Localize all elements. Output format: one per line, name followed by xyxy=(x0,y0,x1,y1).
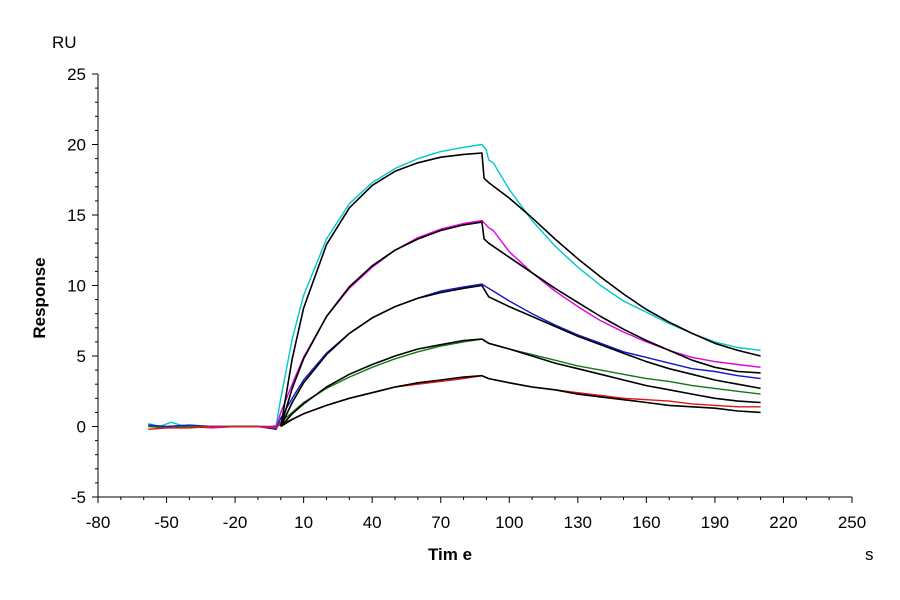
x-tick-label: 130 xyxy=(564,513,592,532)
x-tick-label: 220 xyxy=(769,513,797,532)
measured-curve xyxy=(148,375,761,430)
x-tick-label: 40 xyxy=(363,513,382,532)
y-tick-label: 0 xyxy=(77,418,86,437)
y-tick-label: 5 xyxy=(77,347,86,366)
fit-curve xyxy=(280,338,761,428)
x-tick-label: 250 xyxy=(838,513,866,532)
y-axis-unit: RU xyxy=(52,33,77,52)
measured-curve xyxy=(148,283,761,430)
measured-curve xyxy=(148,338,761,429)
y-tick-label: 20 xyxy=(67,136,86,155)
y-axis-title: Response xyxy=(30,257,49,338)
y-tick-label: 25 xyxy=(67,65,86,84)
measured-curve xyxy=(148,219,761,429)
x-tick-label: -50 xyxy=(154,513,179,532)
x-tick-label: -80 xyxy=(86,513,111,532)
x-tick-label: -20 xyxy=(223,513,248,532)
fit-curve xyxy=(280,374,761,428)
measured-curve xyxy=(148,143,761,428)
x-tick-label: 100 xyxy=(495,513,523,532)
x-tick-label: 160 xyxy=(632,513,660,532)
y-tick-label: -5 xyxy=(71,488,86,507)
plot-area xyxy=(148,143,761,430)
y-tick-label: 15 xyxy=(67,206,86,225)
fit-curve xyxy=(280,152,761,427)
x-axis-unit: s xyxy=(865,545,874,564)
x-tick-label: 190 xyxy=(701,513,729,532)
fit-curve xyxy=(280,284,761,427)
x-axis-title: Tim e xyxy=(428,545,472,564)
x-tick-label: 70 xyxy=(431,513,450,532)
x-tick-label: 10 xyxy=(294,513,313,532)
fit-curve xyxy=(280,221,761,427)
y-tick-label: 10 xyxy=(67,277,86,296)
